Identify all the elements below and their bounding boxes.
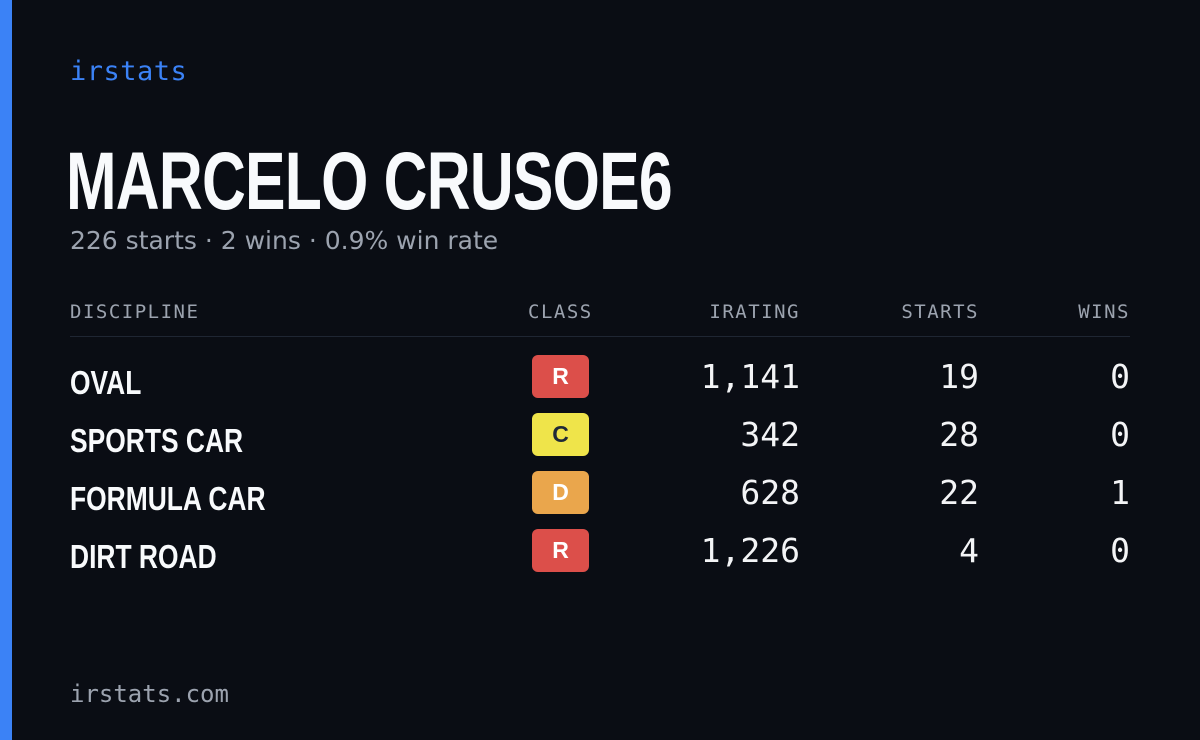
discipline-name: DIRT ROAD bbox=[70, 538, 217, 575]
player-summary: 226 starts · 2 wins · 0.9% win rate bbox=[70, 226, 499, 255]
wins-value: 1 bbox=[1110, 473, 1130, 512]
class-badge: D bbox=[532, 471, 589, 514]
irating-value: 342 bbox=[740, 415, 800, 454]
table-header: DISCIPLINE CLASS IRATING STARTS WINS bbox=[70, 296, 1130, 337]
wins-value: 0 bbox=[1110, 357, 1130, 396]
discipline-name: OVAL bbox=[70, 364, 142, 401]
table-row: FORMULA CAR D 628 22 1 bbox=[70, 469, 1130, 527]
header-irating: IRATING bbox=[709, 301, 800, 323]
footer-url: irstats.com bbox=[70, 680, 229, 708]
class-badge: R bbox=[532, 355, 589, 398]
header-wins: WINS bbox=[1078, 301, 1130, 323]
table-row: OVAL R 1,141 19 0 bbox=[70, 353, 1130, 411]
starts-value: 19 bbox=[939, 357, 979, 396]
irating-value: 1,226 bbox=[700, 531, 800, 570]
wins-value: 0 bbox=[1110, 531, 1130, 570]
discipline-name: FORMULA CAR bbox=[70, 480, 266, 517]
table-body: OVAL R 1,141 19 0 SPORTS CAR C 342 28 0 … bbox=[70, 337, 1130, 585]
table-row: DIRT ROAD R 1,226 4 0 bbox=[70, 527, 1130, 585]
player-name: MARCELO CRUSOE6 bbox=[66, 136, 673, 227]
header-discipline: DISCIPLINE bbox=[70, 301, 200, 323]
starts-value: 28 bbox=[939, 415, 979, 454]
accent-bar bbox=[0, 0, 12, 740]
irating-value: 628 bbox=[740, 473, 800, 512]
table-row: SPORTS CAR C 342 28 0 bbox=[70, 411, 1130, 469]
header-class: CLASS bbox=[528, 301, 593, 323]
class-badge: R bbox=[532, 529, 589, 572]
brand-logo-text: irstats bbox=[70, 56, 188, 87]
stats-table: DISCIPLINE CLASS IRATING STARTS WINS OVA… bbox=[70, 296, 1130, 585]
starts-value: 22 bbox=[939, 473, 979, 512]
wins-value: 0 bbox=[1110, 415, 1130, 454]
discipline-name: SPORTS CAR bbox=[70, 422, 244, 459]
starts-value: 4 bbox=[959, 531, 979, 570]
class-badge: C bbox=[532, 413, 589, 456]
header-starts: STARTS bbox=[901, 301, 979, 323]
irating-value: 1,141 bbox=[700, 357, 800, 396]
